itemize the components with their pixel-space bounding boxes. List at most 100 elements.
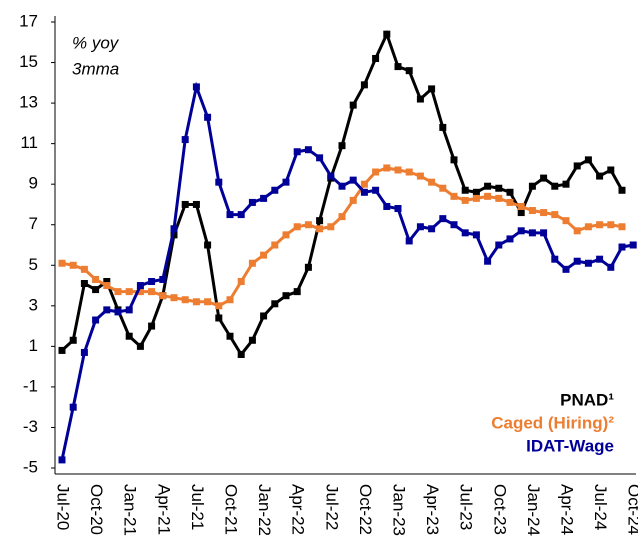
marker	[416, 95, 424, 103]
marker	[248, 198, 256, 206]
marker	[495, 241, 503, 249]
x-tick-label: Jan-21	[121, 484, 140, 536]
marker	[316, 217, 324, 225]
marker	[506, 198, 514, 206]
x-tick-label: Oct-21	[222, 484, 241, 535]
marker	[360, 81, 368, 89]
x-tick-label: Jan-22	[255, 484, 274, 536]
marker	[461, 229, 469, 237]
marker	[607, 166, 615, 174]
x-tick-label: Apr-22	[289, 484, 308, 535]
marker	[484, 257, 492, 265]
y-tick-label: 17	[19, 11, 38, 30]
marker	[58, 346, 66, 354]
marker	[304, 146, 312, 154]
series-line	[60, 81, 634, 461]
marker	[159, 292, 167, 300]
marker	[405, 67, 413, 75]
marker	[271, 300, 279, 308]
x-tick-label: Oct-22	[356, 484, 375, 535]
marker	[316, 225, 324, 233]
marker	[226, 332, 234, 340]
marker	[248, 336, 256, 344]
marker	[360, 188, 368, 196]
marker	[114, 308, 122, 316]
marker	[450, 221, 458, 229]
x-tick-label: Oct-20	[87, 484, 106, 535]
marker	[461, 186, 469, 194]
marker	[204, 241, 212, 249]
series-line	[60, 30, 624, 358]
marker	[495, 194, 503, 202]
marker	[495, 184, 503, 192]
marker	[472, 231, 480, 239]
legend-entry: Caged (Hiring)²	[491, 413, 614, 432]
marker	[562, 265, 570, 273]
y-tick-label: -1	[23, 376, 38, 395]
marker	[226, 211, 234, 219]
marker	[484, 192, 492, 200]
x-tick-label: Jul-20	[54, 484, 73, 530]
marker	[260, 312, 268, 320]
marker	[428, 178, 436, 186]
marker	[80, 348, 88, 356]
marker	[394, 63, 402, 71]
marker	[540, 174, 548, 182]
y-tick-label: 9	[29, 174, 38, 193]
x-tick-label: Apr-24	[558, 484, 577, 535]
marker	[584, 156, 592, 164]
annotation: 3mma	[72, 59, 119, 78]
x-tick-label: Jul-21	[188, 484, 207, 530]
y-tick-label: 7	[29, 214, 38, 233]
marker	[192, 298, 200, 306]
marker	[618, 223, 626, 231]
marker	[148, 322, 156, 330]
marker	[338, 142, 346, 150]
marker	[528, 229, 536, 237]
marker	[584, 259, 592, 267]
marker	[540, 229, 548, 237]
marker	[607, 263, 615, 271]
marker	[248, 259, 256, 267]
marker	[170, 225, 178, 233]
marker	[159, 275, 167, 283]
marker	[170, 294, 178, 302]
x-tick-label: Oct-24	[625, 484, 638, 535]
marker	[237, 350, 245, 358]
marker	[405, 237, 413, 245]
marker	[192, 83, 200, 91]
marker	[282, 292, 290, 300]
marker	[428, 85, 436, 93]
marker	[215, 178, 223, 186]
marker	[372, 168, 380, 176]
marker	[114, 288, 122, 296]
marker	[92, 316, 100, 324]
marker	[405, 168, 413, 176]
marker	[125, 288, 133, 296]
marker	[92, 286, 100, 294]
marker	[439, 123, 447, 131]
marker	[58, 259, 66, 267]
marker	[596, 172, 604, 180]
marker	[181, 200, 189, 208]
marker	[125, 306, 133, 314]
marker	[69, 403, 77, 411]
marker	[416, 223, 424, 231]
marker	[125, 332, 133, 340]
marker	[596, 221, 604, 229]
marker	[517, 227, 525, 235]
marker	[383, 30, 391, 38]
marker	[618, 243, 626, 251]
marker	[136, 342, 144, 350]
marker	[394, 205, 402, 213]
x-tick-label: Jul-23	[457, 484, 476, 530]
marker	[472, 194, 480, 202]
marker	[192, 200, 200, 208]
x-tick-label: Apr-23	[423, 484, 442, 535]
marker	[327, 223, 335, 231]
marker	[215, 302, 223, 310]
marker	[226, 296, 234, 304]
marker	[562, 217, 570, 225]
marker	[573, 227, 581, 235]
